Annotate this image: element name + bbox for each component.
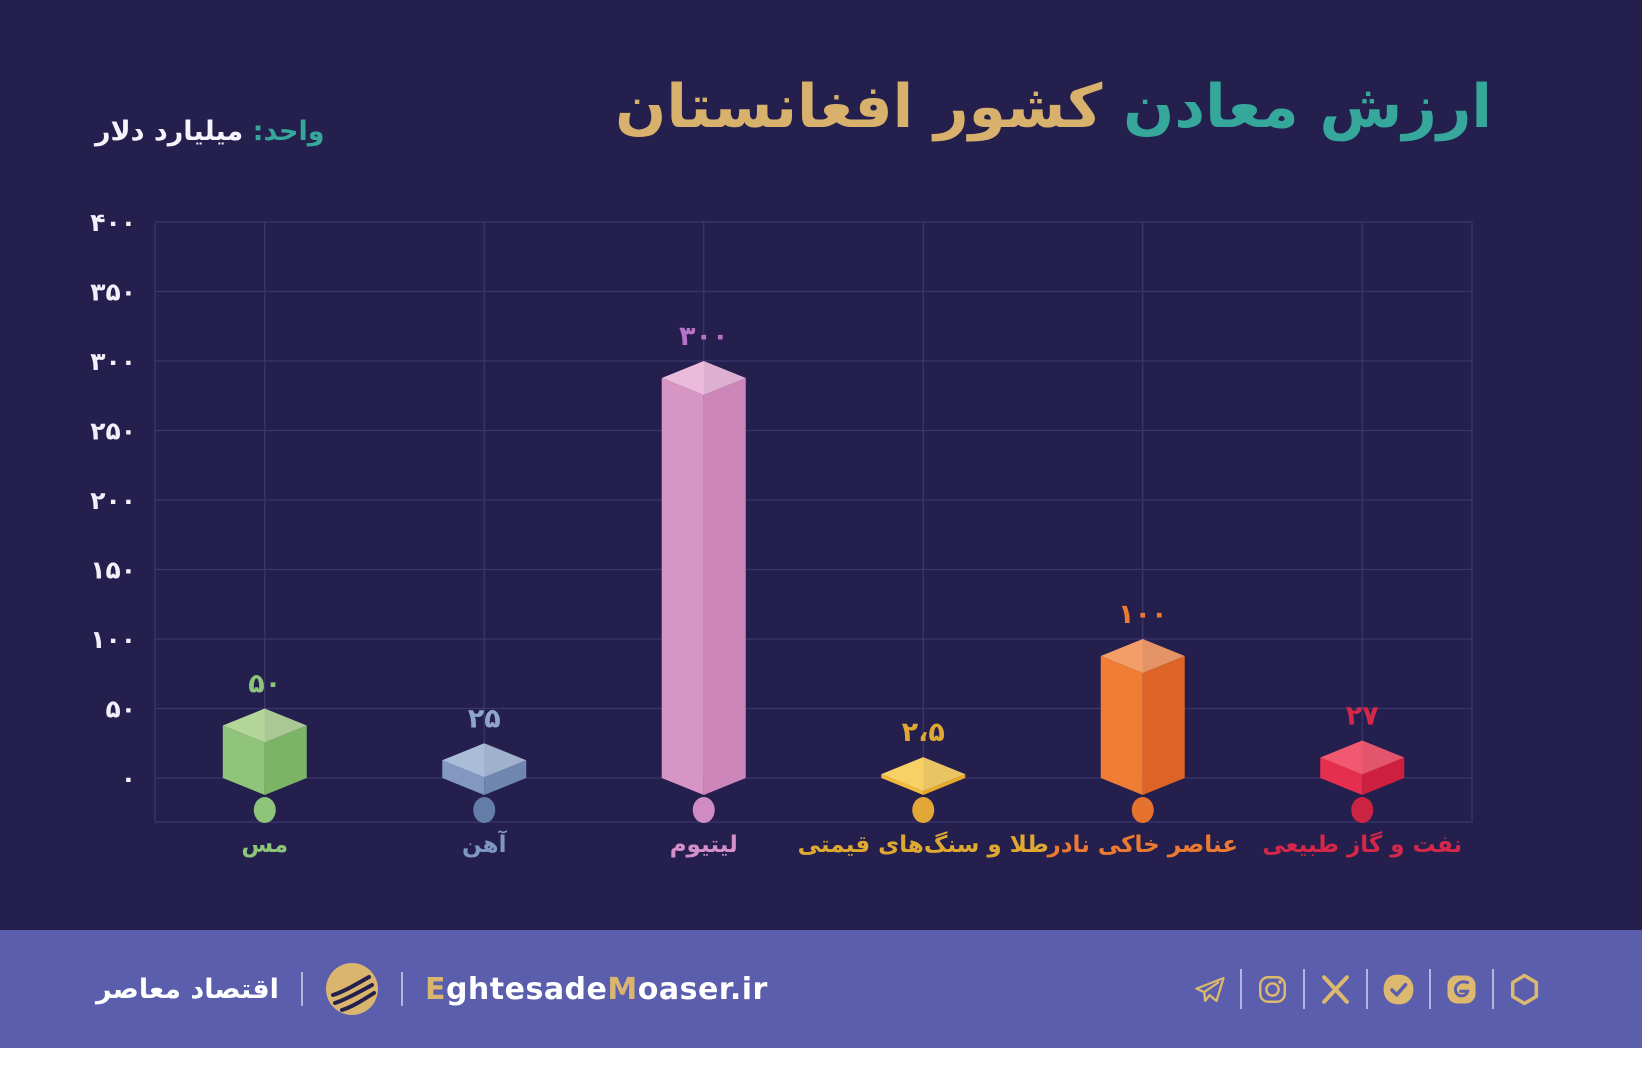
category-label: نفت و گاز طبیعی [1262, 831, 1462, 858]
eitaa-icon[interactable] [1444, 972, 1479, 1007]
bar-right-face [484, 760, 527, 795]
bar-top-shade [703, 361, 746, 395]
category-dot [1131, 797, 1154, 823]
page-title: ارزش معادن کشور افغانستان [615, 72, 1492, 142]
bar-right-face [923, 774, 966, 795]
y-tick-label: ۵۰ [105, 695, 136, 724]
instagram-icon[interactable] [1255, 972, 1290, 1007]
bar-left-face [661, 378, 704, 795]
category-dot [912, 797, 935, 823]
y-tick-label: ۳۰۰ [90, 347, 136, 376]
bar-value-label: ۳۰۰ [679, 321, 728, 352]
social-links [1192, 930, 1542, 1048]
bar-right-face [1142, 656, 1185, 795]
rubika-icon[interactable] [1507, 972, 1542, 1007]
brand-name-fa: اقتصاد معاصر [96, 973, 279, 1005]
bar-left-face [1100, 656, 1143, 795]
footer-white-strip [0, 1048, 1642, 1080]
telegram-icon[interactable] [1192, 972, 1227, 1007]
category-dot [1351, 797, 1374, 823]
bar-top-shade [1142, 639, 1185, 673]
footer-brand-group: اقتصاد معاصر EghtesadeMoaser.ir [96, 930, 768, 1048]
divider [300, 972, 303, 1006]
footer-band: اقتصاد معاصر EghtesadeMoaser.ir [0, 930, 1642, 1048]
bar-top-face [661, 361, 746, 395]
category-label: لیتیوم [670, 832, 738, 858]
y-tick-label: ۴۰۰ [90, 208, 136, 237]
bar-top-shade [1362, 740, 1405, 775]
bar-value-label: ۱۰۰ [1118, 599, 1167, 630]
category-dot [692, 797, 715, 823]
category-label: عناصر خاکی نادر [1047, 832, 1238, 858]
y-tick-label: ۲۵۰ [90, 417, 136, 446]
divider [1429, 969, 1431, 1009]
bar-top-face [222, 708, 307, 743]
divider [1240, 969, 1242, 1009]
category-label: طلا و سنگ‌های قیمتی [798, 831, 1049, 858]
title-part-gold: کشور افغانستان [615, 72, 1103, 142]
bar-top-face [881, 757, 966, 792]
bar-left-face [881, 774, 924, 795]
bar-top-shade [484, 743, 527, 778]
site-url: EghtesadeMoaser.ir [424, 971, 768, 1007]
brand-logo-icon [325, 963, 378, 1015]
bar-right-face [264, 725, 307, 795]
divider [1303, 969, 1305, 1009]
unit-note: واحد: میلیارد دلار [95, 116, 325, 147]
y-tick-label: ۱۵۰ [90, 556, 136, 585]
title-part-teal: ارزش معادن [1123, 72, 1492, 142]
y-tick-label: ۳۵۰ [90, 278, 136, 307]
bar-value-label: ۵۰ [248, 669, 281, 700]
bar-value-label: ۲۵ [468, 703, 501, 734]
divider [1366, 969, 1368, 1009]
bar-right-face [1362, 757, 1405, 795]
bar-left-face [1320, 757, 1363, 795]
bar-value-label: ۲۷ [1346, 700, 1379, 731]
divider [400, 972, 403, 1006]
category-dot [473, 797, 496, 823]
category-dot [253, 797, 276, 823]
y-tick-label: ۱۰۰ [90, 625, 136, 654]
category-label: آهن [462, 829, 508, 858]
y-tick-label: ۰ [121, 764, 136, 793]
y-tick-label: ۲۰۰ [90, 486, 136, 515]
bar-top-face [442, 743, 527, 778]
bar-left-face [442, 760, 485, 795]
bar-top-face [1100, 639, 1185, 673]
x-twitter-icon[interactable] [1318, 972, 1353, 1007]
bar-chart: ۴۰۰ ۳۵۰ ۳۰۰ ۲۵۰ ۲۰۰ ۱۵۰ ۱۰۰ ۵۰ ۰ ۵۰ مس ۲۵ آهن ۳۰۰ لیتی… [90, 208, 1473, 858]
bar-right-face [703, 378, 746, 795]
bale-icon[interactable] [1381, 972, 1416, 1007]
bar-left-face [222, 725, 265, 795]
unit-value: میلیارد دلار [95, 116, 244, 147]
divider [1492, 969, 1494, 1009]
bar-value-label: ۲،۵ [902, 717, 945, 748]
category-label: مس [241, 832, 288, 858]
bar-top-face [1320, 740, 1405, 775]
bar-top-shade [923, 757, 966, 792]
unit-label: واحد: [252, 116, 325, 147]
bar-top-shade [264, 708, 307, 743]
